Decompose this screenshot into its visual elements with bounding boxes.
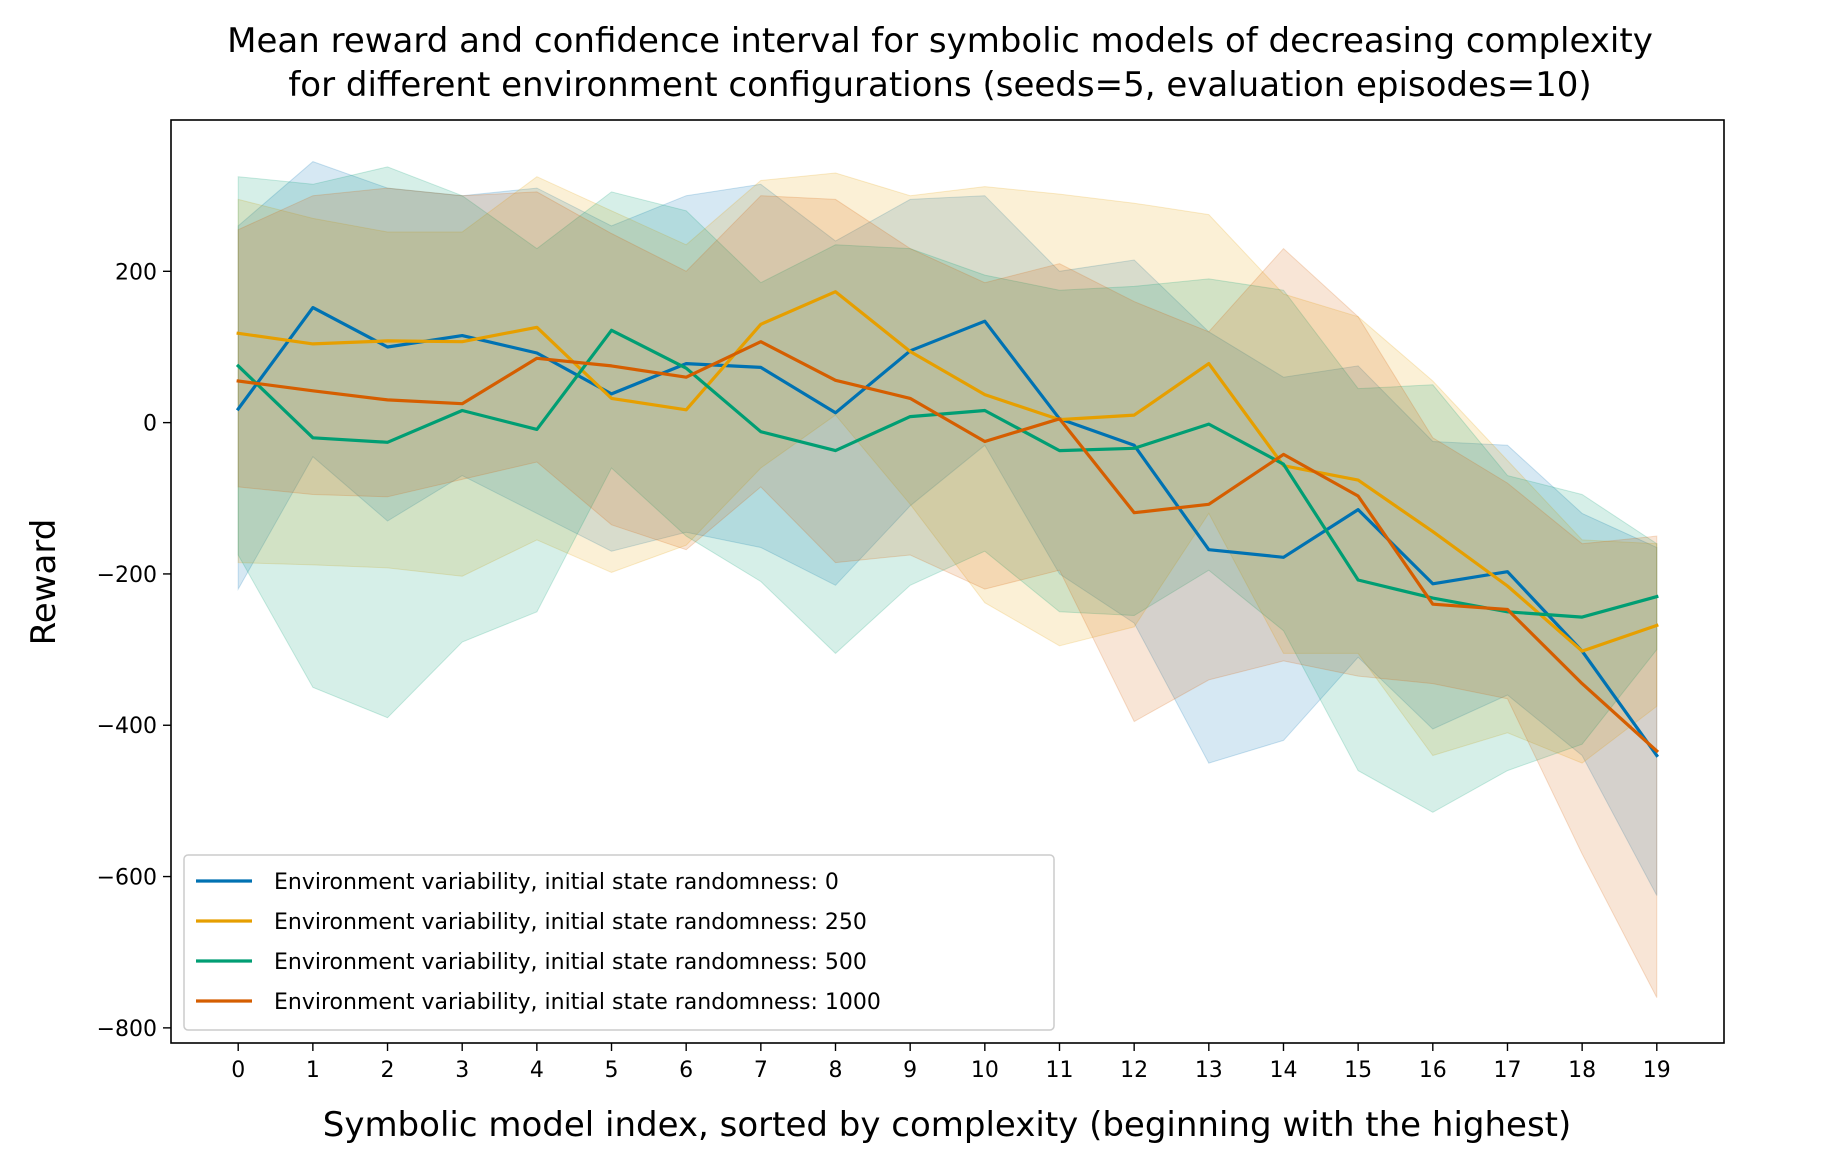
x-tick-label: 14	[1269, 1058, 1297, 1083]
x-tick-label: 5	[605, 1058, 619, 1083]
x-tick-label: 11	[1045, 1058, 1073, 1083]
x-tick-label: 12	[1120, 1058, 1148, 1083]
x-tick-label: 13	[1195, 1058, 1223, 1083]
x-tick-label: 2	[381, 1058, 395, 1083]
y-tick-label: −400	[97, 714, 157, 739]
y-axis-label: Reward	[24, 519, 64, 646]
x-tick-label: 17	[1493, 1058, 1521, 1083]
series-line-2	[235, 328, 1659, 619]
legend-box	[183, 854, 1055, 1031]
x-axis-label: Symbolic model index, sorted by complexi…	[323, 1105, 1572, 1145]
y-tick-label: −200	[97, 563, 157, 588]
confidence-band-series-3	[237, 187, 1658, 998]
x-tick-label: 0	[231, 1058, 245, 1083]
x-tick-label: 4	[530, 1058, 544, 1083]
x-tick-label: 15	[1344, 1058, 1372, 1083]
x-tick-label: 6	[679, 1058, 693, 1083]
y-tick-label: 200	[115, 260, 157, 285]
x-tick-label: 9	[903, 1058, 917, 1083]
y-tick-label: −600	[97, 866, 157, 891]
x-tick-label: 16	[1419, 1058, 1447, 1083]
x-tick-label: 3	[455, 1058, 469, 1083]
legend: Environment variability, initial state r…	[183, 854, 1055, 1031]
legend-label-1: Environment variability, initial state r…	[274, 910, 867, 935]
series-line-3	[236, 340, 1660, 754]
chart-title-line-2: for different environment configurations…	[288, 65, 1591, 105]
x-axis-ticks: 0 1 2 3 4 5 6 7 8 9 10 11 12 13 14 15 16 17 18 19	[231, 1043, 1671, 1083]
series-lines	[235, 290, 1660, 758]
confidence-bands	[237, 161, 1658, 998]
chart-title-line-1: Mean reward and confidence interval for …	[227, 21, 1653, 61]
y-tick-label: 0	[143, 412, 157, 437]
confidence-band-series-1	[237, 172, 1658, 764]
series-line-1	[236, 290, 1659, 653]
y-axis-ticks: 200 0 −200 −400 −600 −800	[97, 260, 171, 1042]
x-tick-label: 18	[1568, 1058, 1596, 1083]
confidence-band-series-2	[237, 166, 1658, 813]
x-tick-label: 1	[306, 1058, 320, 1083]
legend-label-2: Environment variability, initial state r…	[274, 950, 867, 975]
plot-area-frame	[170, 119, 1725, 1044]
confidence-band-series-0	[237, 161, 1658, 896]
x-tick-label: 7	[754, 1058, 768, 1083]
x-tick-label: 10	[971, 1058, 999, 1083]
x-tick-label: 19	[1643, 1058, 1671, 1083]
y-tick-label: −800	[97, 1017, 157, 1042]
legend-label-3: Environment variability, initial state r…	[274, 990, 881, 1015]
legend-label-0: Environment variability, initial state r…	[274, 870, 839, 895]
x-tick-label: 8	[829, 1058, 843, 1083]
